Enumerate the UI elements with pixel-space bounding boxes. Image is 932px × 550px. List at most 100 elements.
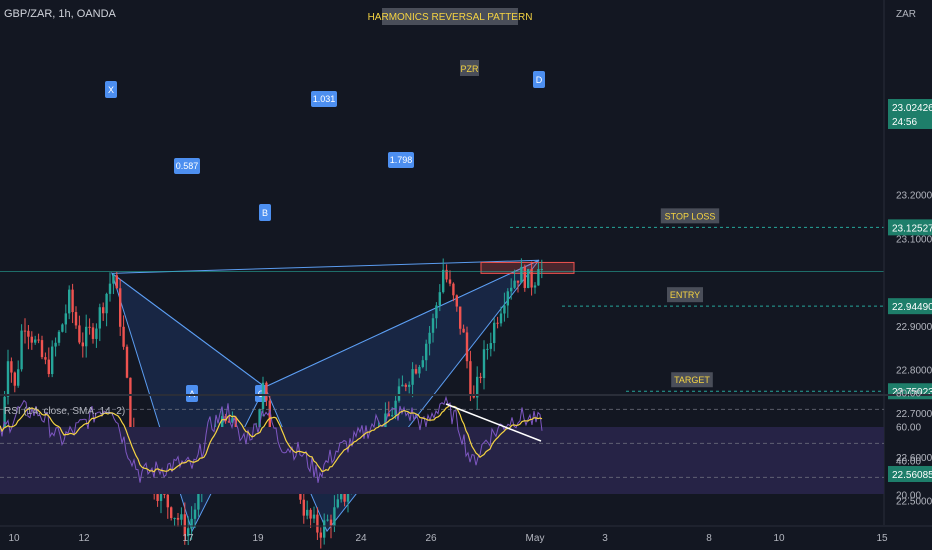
candle-body	[316, 514, 319, 533]
chart-title: HARMONICS REVERSAL PATTERN	[368, 12, 533, 23]
candle-body	[333, 507, 336, 527]
currency-label: ZAR	[896, 9, 916, 20]
pattern-line-xb	[111, 272, 266, 388]
candle-body	[472, 395, 475, 398]
entry-price-badge	[888, 298, 932, 315]
pattern-point-x-badge	[105, 81, 117, 98]
candle-body	[486, 348, 489, 350]
entry-price: 22.94490	[892, 302, 932, 313]
pattern-line-bd	[264, 259, 540, 388]
time-tick-label: 19	[252, 533, 264, 544]
candle-body	[159, 489, 163, 501]
time-axis[interactable]: 10 12 17 19 24 26 May 3 8 10 15	[8, 533, 888, 544]
candle-body	[438, 292, 441, 306]
candle-body	[6, 361, 10, 397]
candle-body	[108, 283, 112, 294]
candle-body	[462, 328, 465, 333]
time-tick-label: 12	[78, 533, 90, 544]
candle-body	[404, 384, 407, 387]
candle-body	[180, 514, 183, 520]
candle-body	[34, 339, 37, 343]
candle-body	[302, 499, 305, 516]
stop-loss-label: STOP LOSS	[665, 211, 716, 221]
candle-body	[489, 343, 492, 349]
pattern-ratio-badge	[174, 158, 200, 174]
candle-body	[391, 415, 394, 417]
target-label-badge	[671, 372, 713, 388]
candle-body	[510, 287, 513, 292]
candle-body	[156, 494, 159, 501]
candle-body	[523, 266, 526, 288]
pzr-label-badge	[460, 60, 479, 76]
candle-body	[54, 342, 57, 347]
pattern-point-x: X	[108, 85, 114, 95]
target2-price-badge	[888, 466, 932, 483]
stop-loss-price: 23.12527	[892, 223, 932, 234]
candle-body	[482, 349, 486, 379]
candle-body	[465, 332, 469, 362]
current-price-badge	[888, 99, 932, 129]
time-tick-label: 8	[706, 533, 712, 544]
candle-body	[336, 499, 339, 508]
candle-body	[98, 307, 101, 329]
candle-body	[105, 293, 108, 314]
candle-body	[309, 509, 312, 519]
target-label: TARGET	[674, 375, 710, 385]
candle-body	[37, 339, 40, 341]
candle-body	[102, 307, 105, 314]
candle-body	[459, 306, 462, 329]
price-tick-label: 23.10000	[896, 234, 932, 245]
rsi-pane[interactable]: RSI (14, close, SMA, 14, 2) 80.00 60.00 40…	[0, 388, 921, 501]
price-tick-label: 23.20000	[896, 191, 932, 202]
candle-body	[343, 493, 346, 502]
candle-body	[496, 322, 499, 324]
stop-loss-label-badge	[660, 208, 720, 224]
candle-body	[85, 326, 88, 347]
candle-body	[51, 346, 54, 375]
rsi-tick-label: 20.00	[896, 490, 921, 501]
pzr-label: PZR	[461, 64, 480, 74]
rsi-lines	[0, 395, 543, 483]
candle-body	[499, 313, 503, 324]
candle-body	[329, 519, 333, 527]
pattern-ratio-badge	[388, 152, 414, 168]
candle-body	[173, 517, 176, 519]
candle-body	[387, 413, 390, 417]
candle-body	[190, 518, 193, 529]
rsi-tick-label: 60.00	[896, 422, 921, 433]
pattern-ratio-label: 1.798	[390, 155, 413, 165]
candle-body	[64, 313, 67, 325]
bar-countdown: 24:56	[892, 117, 917, 128]
price-axis[interactable]: 23.20000 23.10000 22.90000 22.80000 22.70000…	[896, 191, 932, 508]
candle-body	[95, 328, 98, 339]
price-tick-label: 22.50000	[896, 497, 932, 508]
candle-body	[166, 494, 169, 508]
price-tick-label: 22.60000	[896, 453, 932, 464]
candle-body	[323, 520, 326, 538]
current-price: 23.02426	[892, 103, 932, 114]
time-tick-label: 3	[602, 533, 608, 544]
time-tick-label: 10	[773, 533, 785, 544]
candle-body	[129, 377, 132, 429]
pattern-point-d-badge	[533, 71, 545, 88]
candle-body	[493, 322, 496, 344]
pattern-ratio-label: 1.031	[313, 94, 336, 104]
candle-body	[306, 509, 309, 516]
rsi-axis[interactable]: 80.00 60.00 40.00 20.00	[896, 388, 921, 501]
candle-body	[115, 275, 118, 289]
candle-body	[428, 332, 431, 344]
candle-body	[540, 268, 543, 270]
candle-body	[442, 269, 445, 293]
candle-body	[527, 269, 530, 288]
candle-body	[435, 305, 438, 319]
candle-body	[125, 346, 129, 378]
stop-loss-price-badge	[888, 219, 932, 236]
candle-body	[520, 266, 523, 283]
candle-body	[68, 289, 71, 314]
pattern-ratio-label: 0.587	[176, 161, 199, 171]
candle-body	[183, 514, 186, 537]
candle-body	[533, 285, 537, 288]
candle-body	[448, 279, 452, 284]
candle-body	[78, 325, 81, 343]
